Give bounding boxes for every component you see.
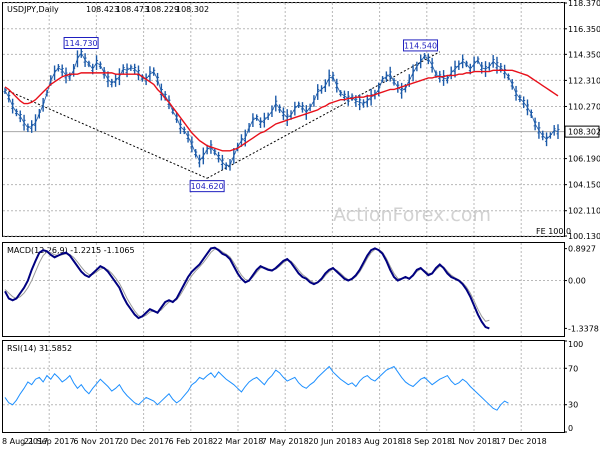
- ohlc-low: 108.229: [146, 5, 179, 14]
- ohlc-high: 108.473: [116, 5, 149, 14]
- x-tick-label: 1 Nov 2018: [451, 437, 497, 446]
- rsi-tick-label: 70: [568, 364, 578, 373]
- watermark: ActionForex.com: [333, 204, 491, 226]
- x-tick-label: 18 Sep 2018: [401, 437, 452, 446]
- rsi-tick-label: 30: [568, 401, 578, 410]
- macd-title: MACD(12,26,9) -1.2215 -1.1065: [7, 246, 135, 255]
- current-price-label: 108.302: [568, 128, 600, 137]
- x-tick-label: 20 Jun 2018: [308, 437, 356, 446]
- x-tick-label: 6 Nov 2017: [73, 437, 119, 446]
- price-tick-label: 106.190: [568, 155, 600, 164]
- symbol-title: USDJPY,Daily: [7, 5, 59, 14]
- x-tick-label: 7 May 2018: [262, 437, 309, 446]
- trendline-to-oct-high: [206, 51, 441, 179]
- annotation-label: 104.620: [191, 182, 224, 191]
- macd-panel-frame: [2, 242, 565, 337]
- x-tick-label: 17 Dec 2018: [496, 437, 547, 446]
- price-line: [4, 52, 559, 167]
- price-tick-label: 118.370: [568, 0, 600, 8]
- price-tick-label: 104.150: [568, 181, 600, 190]
- macd-tick-label: 0.00: [568, 277, 586, 286]
- annotation-layer: 114.730 104.620 114.540: [63, 36, 439, 193]
- price-tick-label: 110.270: [568, 102, 600, 111]
- rsi-tick-label: 100: [568, 340, 583, 349]
- grid-layer: [3, 2, 564, 432]
- x-tick-label: 21 Sep 2017: [24, 437, 75, 446]
- price-tick-label: 100.130: [568, 232, 600, 241]
- fe-label: FE 100.0: [536, 227, 571, 236]
- x-tick-label: 6 Feb 2018: [168, 437, 213, 446]
- series-layer: [3, 48, 560, 411]
- rsi-tick-label: 0: [568, 424, 573, 433]
- annotation-label: 114.730: [65, 39, 98, 48]
- moving-average-line: [4, 69, 559, 152]
- rsi-panel-frame: [2, 340, 565, 433]
- rsi-title: RSI(14) 31.5852: [7, 344, 72, 353]
- annotation-box: [403, 39, 439, 52]
- price-tick-label: 102.110: [568, 207, 600, 216]
- price-tick-label: 114.350: [568, 50, 600, 59]
- x-tick-label: 20 Dec 2017: [118, 437, 169, 446]
- x-tick-label: 3 Aug 2018: [357, 437, 403, 446]
- annotation-box: [63, 36, 99, 49]
- ohlc-close: 108.302: [176, 5, 209, 14]
- trendline-from-aug-high: [4, 89, 208, 179]
- annotation-box: [189, 180, 225, 193]
- rsi-line: [4, 365, 509, 411]
- price-tick-label: 112.310: [568, 76, 600, 85]
- macd-tick-label: 0.8927: [568, 245, 596, 254]
- x-tick-label: 8 Aug 2017: [2, 437, 48, 446]
- x-tick-label: 22 Mar 2018: [213, 437, 264, 446]
- current-price-box: [564, 125, 600, 138]
- ohlc-open: 108.423: [86, 5, 119, 14]
- macd-line: [4, 246, 490, 330]
- macd-tick-label: -1.3378: [568, 324, 599, 333]
- price-tick-label: 116.350: [568, 25, 600, 34]
- annotation-label: 114.540: [404, 41, 437, 50]
